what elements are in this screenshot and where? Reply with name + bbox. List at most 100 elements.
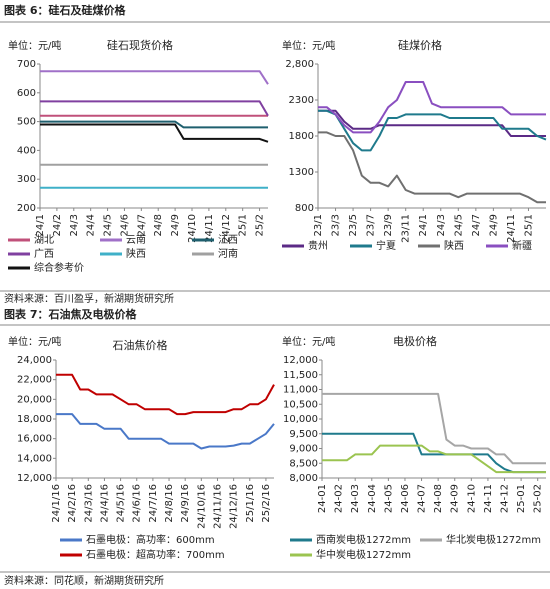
- chart-title: 电极价格: [393, 334, 437, 348]
- legend-label: 云南: [126, 233, 146, 246]
- unit-label: 单位：元/吨: [8, 335, 61, 348]
- x-tick-label: 24/3: [436, 214, 447, 236]
- x-tick-label: 24-01: [317, 484, 328, 513]
- x-tick-label: 25-01: [516, 484, 527, 513]
- series-line: [322, 444, 546, 474]
- y-tick-label: 10,000: [283, 414, 318, 425]
- y-tick-label: 16,000: [17, 434, 52, 445]
- legend-label: 综合参考价: [34, 261, 84, 274]
- y-tick-label: 14,000: [17, 453, 52, 464]
- y-tick-label: 11,000: [283, 385, 318, 396]
- x-tick-label: 24/7/16: [148, 484, 159, 523]
- y-tick-label: 1800: [289, 131, 314, 142]
- y-tick-label: 18,000: [17, 414, 52, 425]
- y-tick-label: 9,500: [289, 429, 318, 440]
- x-tick-label: 24/4/16: [99, 484, 110, 523]
- x-tick-label: 25/1: [523, 214, 534, 236]
- y-tick-label: 12,000: [17, 473, 52, 484]
- x-tick-label: 24/2/16: [67, 484, 78, 523]
- x-tick-label: 24-11: [483, 484, 494, 513]
- figure-title: 图表 7：石油焦及电极价格: [4, 307, 137, 321]
- x-tick-label: 24/5: [453, 214, 464, 236]
- series-line: [40, 123, 269, 143]
- series-line: [56, 373, 275, 416]
- x-tick-label: 24/6/16: [132, 484, 143, 523]
- chart-title: 硅煤价格: [398, 38, 442, 52]
- x-tick-label: 24/12: [221, 214, 232, 243]
- x-tick-label: 24/9: [170, 214, 181, 236]
- y-tick-label: 500: [17, 117, 36, 128]
- series-line: [56, 413, 275, 450]
- x-tick-label: 24/5: [103, 214, 114, 236]
- series-line: [40, 70, 269, 85]
- legend-label: 石墨电极：高功率：600mm: [86, 533, 215, 546]
- x-tick-label: 25-02: [533, 484, 544, 513]
- x-tick-label: 24/6: [119, 214, 130, 236]
- x-tick-label: 24/10: [187, 214, 198, 243]
- x-tick-label: 23/1: [313, 214, 324, 236]
- x-tick-label: 24/12/16: [229, 484, 240, 529]
- x-tick-label: 24-08: [433, 484, 444, 513]
- x-tick-label: 23/11: [401, 214, 412, 243]
- x-tick-label: 24/1/16: [51, 484, 62, 523]
- x-tick-label: 24/1: [35, 214, 46, 236]
- y-tick-label: 400: [17, 145, 36, 156]
- series-line: [40, 100, 269, 117]
- series-line: [318, 109, 546, 137]
- x-tick-label: 24/9/16: [180, 484, 191, 523]
- legend-label: 陕西: [444, 239, 464, 252]
- y-tick-label: 8,000: [289, 473, 318, 484]
- x-tick-label: 24/5/16: [116, 484, 127, 523]
- x-tick-label: 23/5: [348, 214, 359, 236]
- x-tick-label: 24/7: [136, 214, 147, 236]
- y-tick-label: 200: [17, 203, 36, 214]
- y-tick-label: 800: [295, 203, 314, 214]
- x-tick-label: 24/3/16: [83, 484, 94, 523]
- x-tick-label: 24/11: [506, 214, 517, 243]
- source: 资料来源：百川盈孚，新湖期货研究所: [4, 292, 174, 305]
- legend-label: 贵州: [308, 239, 328, 252]
- y-tick-label: 10,500: [283, 399, 318, 410]
- x-tick-label: 24-10: [466, 484, 477, 513]
- legend-label: 石墨电极：超高功率：700mm: [86, 548, 225, 561]
- legend-label: 河南: [218, 247, 238, 260]
- x-tick-label: 23/7: [366, 214, 377, 236]
- legend-label: 湖北: [34, 234, 54, 246]
- x-tick-label: 24/8/16: [164, 484, 175, 523]
- x-tick-label: 24/3: [69, 214, 80, 236]
- x-tick-label: 24-12: [500, 484, 511, 513]
- legend-label: 新疆: [512, 239, 532, 252]
- y-tick-label: 24,000: [17, 355, 52, 366]
- source: 资料来源：同花顺，新湖期货研究所: [4, 574, 164, 587]
- chart-title: 石油焦价格: [113, 338, 168, 352]
- y-tick-label: 8,500: [289, 458, 318, 469]
- unit-label: 单位：元/吨: [282, 39, 335, 52]
- x-tick-label: 24/11: [204, 214, 215, 243]
- y-tick-label: 600: [17, 88, 36, 99]
- legend-label: 陕西: [126, 247, 146, 260]
- x-tick-label: 24-02: [334, 484, 345, 513]
- y-tick-label: 20,000: [17, 394, 52, 405]
- x-tick-label: 24/4: [86, 214, 97, 236]
- x-tick-label: 24-06: [400, 484, 411, 513]
- legend-label: 宁夏: [376, 239, 396, 252]
- unit-label: 单位：元/吨: [282, 335, 335, 348]
- x-tick-label: 24/2: [52, 214, 63, 236]
- x-tick-label: 24/10/16: [196, 484, 207, 529]
- x-tick-label: 24-03: [350, 484, 361, 513]
- y-tick-label: 2300: [289, 95, 314, 106]
- legend-label: 江西: [218, 234, 238, 246]
- series-line: [322, 392, 546, 465]
- y-tick-label: 700: [17, 59, 36, 70]
- series-line: [318, 131, 546, 204]
- y-tick-label: 9,000: [289, 444, 318, 455]
- y-tick-label: 12,000: [283, 355, 318, 366]
- x-tick-label: 25/1: [238, 214, 249, 236]
- figure-title: 图表 6：硅石及硅煤价格: [4, 3, 126, 17]
- legend-label: 华北炭电极1272mm: [446, 533, 541, 546]
- series-line: [40, 120, 268, 129]
- x-tick-label: 24/11/16: [212, 484, 223, 529]
- x-tick-label: 24-07: [417, 484, 428, 513]
- y-tick-label: 11,500: [283, 370, 318, 381]
